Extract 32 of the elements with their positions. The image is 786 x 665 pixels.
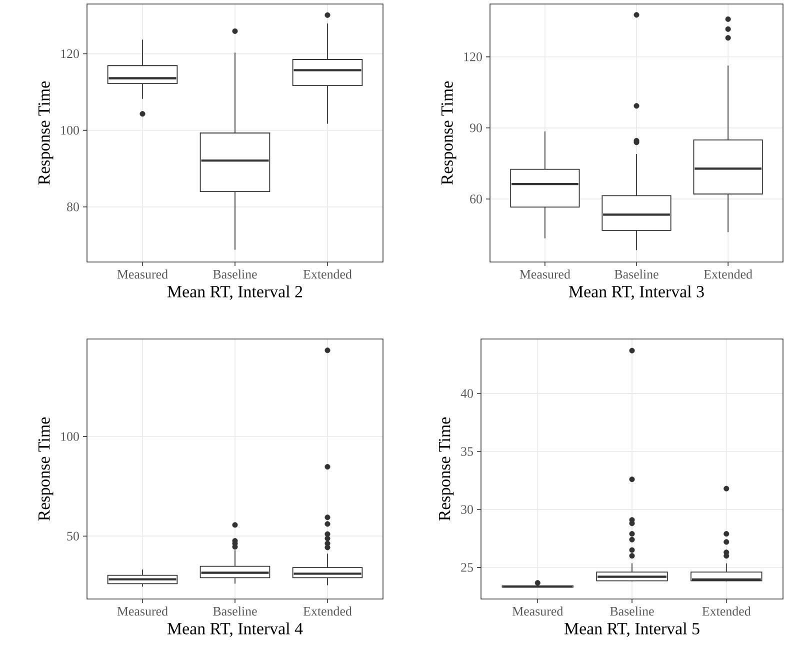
y-axis-title: Response Time bbox=[441, 81, 456, 185]
x-axis-title: Mean RT, Interval 4 bbox=[167, 622, 303, 637]
y-tick-label: 120 bbox=[61, 49, 79, 58]
y-tick-label: 25 bbox=[461, 563, 473, 572]
y-tick-label: 100 bbox=[61, 432, 79, 441]
y-axis-title: Response Time bbox=[438, 417, 454, 521]
x-tick-label: Extended bbox=[702, 606, 751, 616]
x-axis-title: Mean RT, Interval 3 bbox=[568, 285, 704, 300]
x-tick-label: Measured bbox=[512, 606, 563, 616]
x-tick-label: Baseline bbox=[610, 606, 654, 616]
x-axis-title: Mean RT, Interval 5 bbox=[564, 622, 700, 637]
y-tick-label: 40 bbox=[460, 389, 473, 398]
x-tick-label: Baseline bbox=[213, 270, 257, 279]
x-tick-label: Extended bbox=[704, 270, 752, 279]
x-tick-label: Extended bbox=[303, 270, 352, 279]
x-tick-label: Extended bbox=[303, 606, 352, 616]
x-axis-title: Mean RT, Interval 2 bbox=[167, 285, 302, 300]
y-tick-label: 30 bbox=[461, 505, 473, 514]
y-axis-title: Response Time bbox=[38, 81, 54, 185]
y-tick-label: 90 bbox=[470, 124, 482, 132]
x-tick-label: Measured bbox=[520, 270, 570, 279]
y-tick-label: 120 bbox=[464, 52, 482, 62]
x-tick-label: Measured bbox=[117, 270, 168, 279]
y-tick-label: 50 bbox=[67, 532, 79, 540]
y-tick-label: 60 bbox=[470, 194, 482, 204]
x-tick-label: Baseline bbox=[213, 606, 257, 616]
y-tick-label: 100 bbox=[61, 126, 79, 135]
y-tick-label: 35 bbox=[461, 447, 473, 456]
x-tick-label: Baseline bbox=[614, 270, 658, 279]
y-tick-label: 80 bbox=[67, 202, 79, 212]
y-axis-title: Response Time bbox=[38, 417, 54, 521]
x-tick-label: Measured bbox=[117, 606, 168, 616]
